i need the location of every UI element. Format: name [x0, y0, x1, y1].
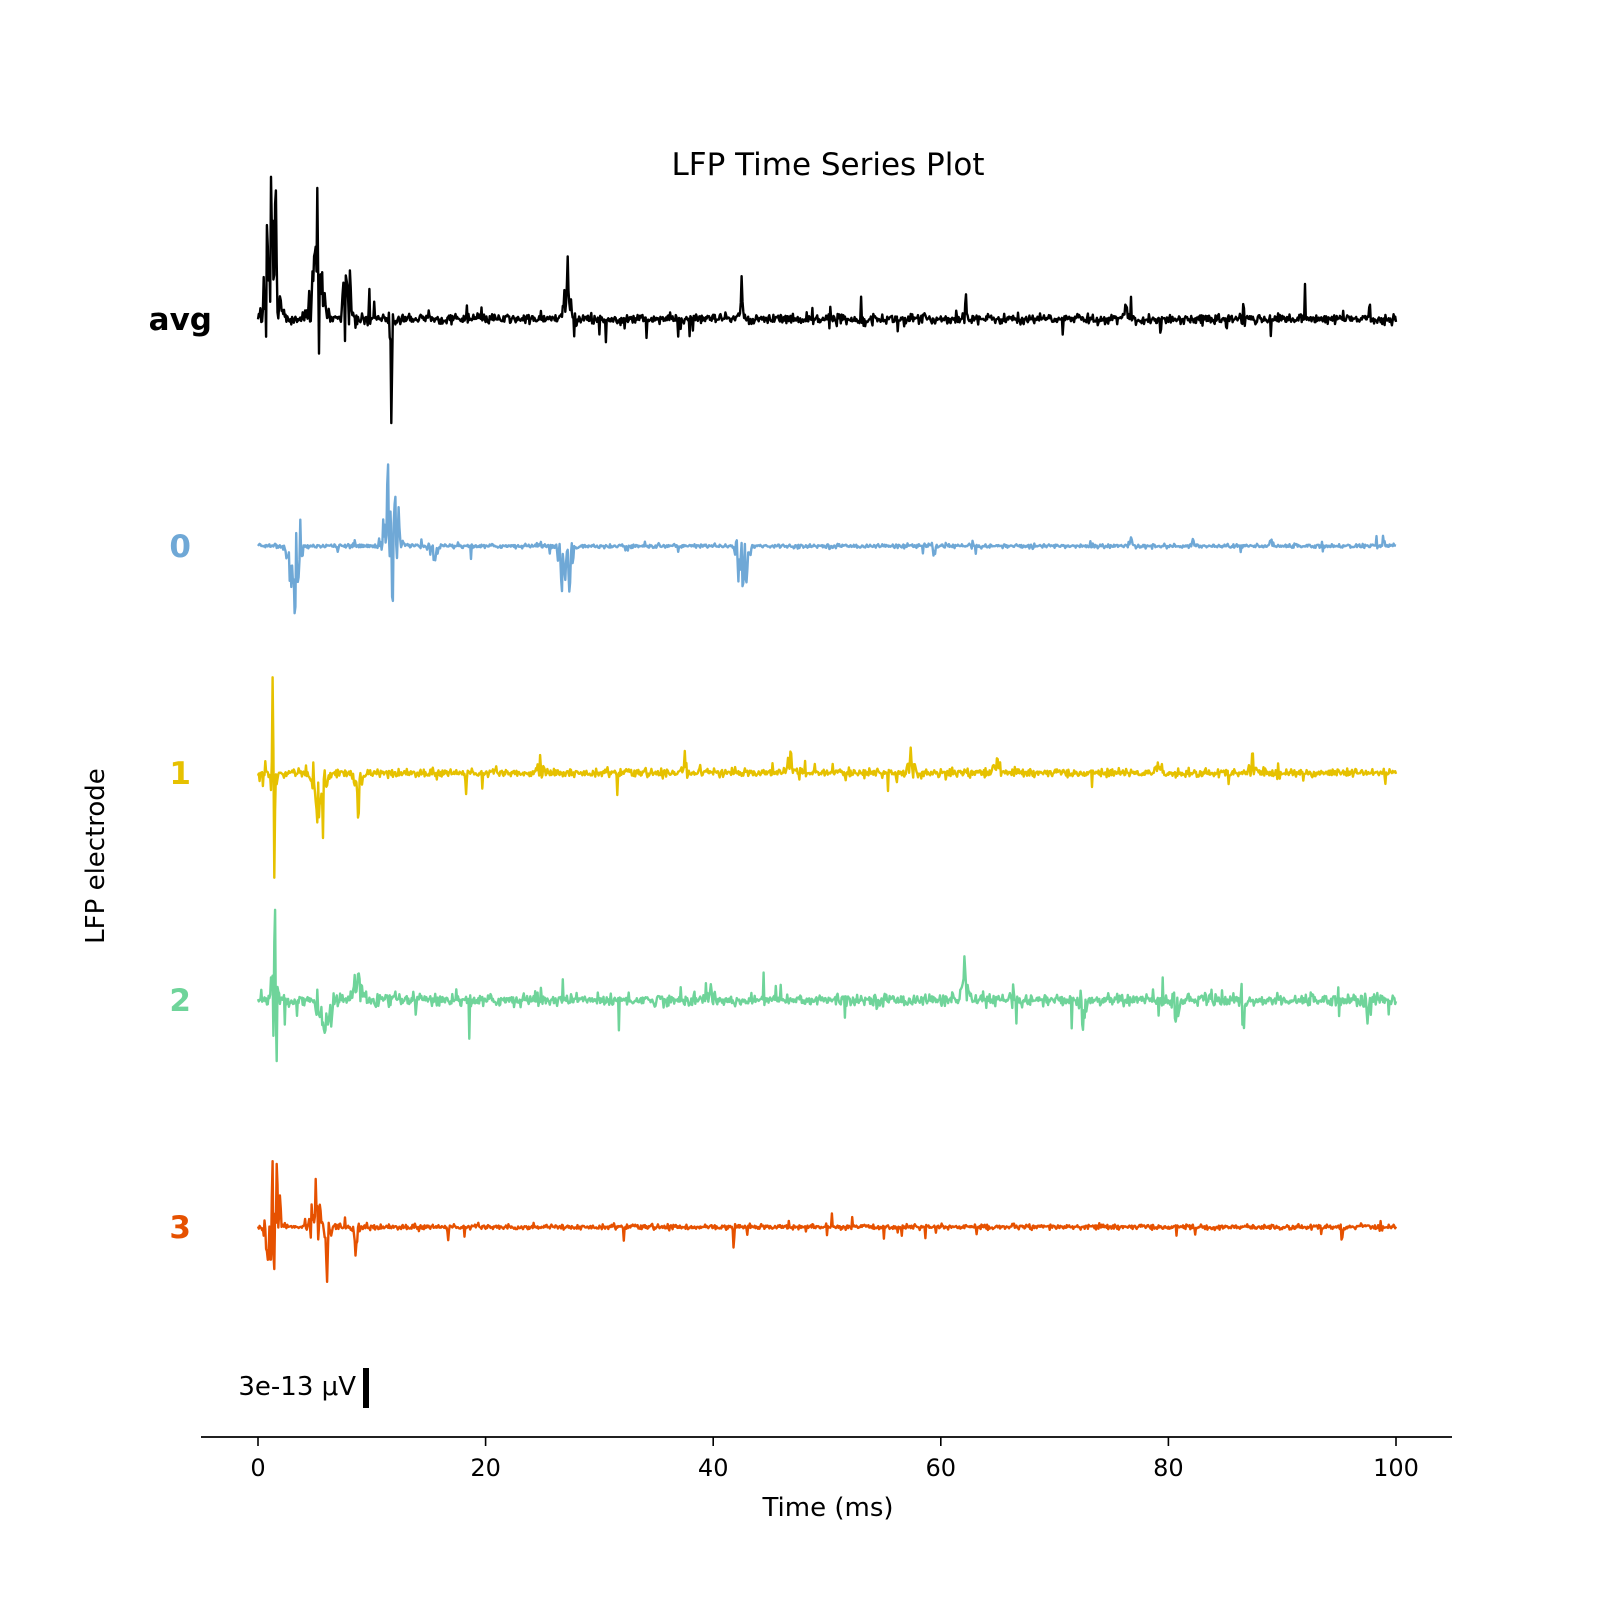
channel-label-3: 3 [169, 1210, 191, 1246]
x-tick-label: 40 [698, 1454, 729, 1482]
traces-group [256, 175, 1398, 1283]
x-tick-label: 20 [470, 1454, 501, 1482]
channel-label-1: 1 [169, 756, 191, 792]
trace-2 [256, 908, 1398, 1063]
channel-label-avg: avg [149, 302, 212, 338]
chart-title: LFP Time Series Plot [672, 147, 985, 183]
x-tick-label: 60 [926, 1454, 957, 1482]
channel-label-2: 2 [169, 983, 191, 1019]
y-axis-label: LFP electrode [81, 768, 111, 944]
channel-label-0: 0 [169, 529, 191, 565]
trace-3 [256, 1160, 1398, 1283]
trace-0 [257, 463, 1397, 615]
trace-1 [256, 676, 1398, 879]
scale-bar: 3e-13 μV [238, 1368, 369, 1408]
x-tick-label: 80 [1153, 1454, 1184, 1482]
x-tick-label: 0 [250, 1454, 265, 1482]
channel-labels-group: avg 0 1 2 3 [149, 302, 212, 1246]
scale-bar-label: 3e-13 μV [238, 1372, 356, 1402]
x-axis-label: Time (ms) [761, 1493, 893, 1523]
x-axis: 0 20 40 60 80 100 [201, 1436, 1452, 1482]
x-tick-label: 100 [1373, 1454, 1419, 1482]
trace-avg [256, 175, 1398, 425]
